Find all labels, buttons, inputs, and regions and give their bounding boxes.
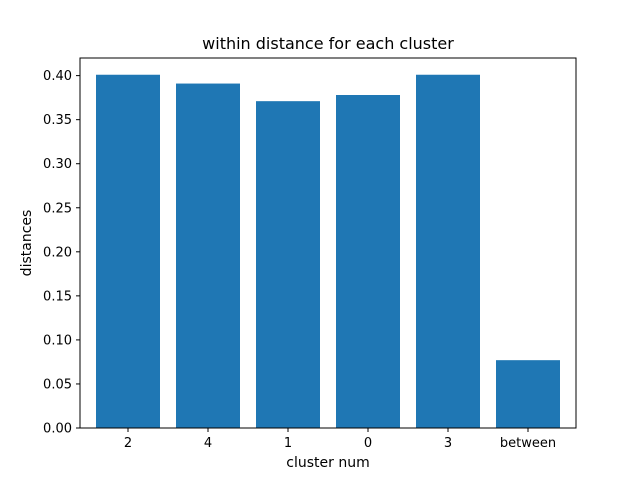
y-tick-label: 0.10 (43, 333, 72, 348)
y-tick-label: 0.40 (43, 69, 72, 84)
y-axis-ticks: 0.00 0.05 0.10 0.15 0.20 0.25 0.30 0.35 0.40 (43, 69, 80, 437)
x-tick-label: 2 (124, 436, 132, 451)
x-axis-label: cluster num (286, 455, 369, 471)
y-axis-label: distances (19, 210, 35, 277)
bar (96, 74, 160, 429)
y-tick-label: 0.15 (43, 289, 72, 304)
x-axis-ticks: 2 4 1 0 3 between (124, 428, 556, 451)
x-tick-label: 4 (204, 436, 212, 451)
x-tick-label: 3 (444, 436, 452, 451)
bar (176, 83, 240, 429)
y-tick-label: 0.30 (43, 157, 72, 172)
y-tick-label: 0.20 (43, 245, 72, 260)
chart-title: within distance for each cluster (202, 34, 454, 53)
x-tick-label: between (500, 436, 556, 451)
y-tick-label: 0.00 (43, 422, 72, 437)
y-tick-label: 0.35 (43, 113, 72, 128)
x-tick-label: 1 (284, 436, 292, 451)
bars-layer (96, 74, 560, 429)
y-tick-label: 0.25 (43, 201, 72, 216)
bar (336, 95, 400, 428)
bar (416, 74, 480, 429)
plot-frame (79, 57, 577, 429)
bar (256, 101, 320, 429)
y-tick-label: 0.05 (43, 377, 72, 392)
bar (496, 360, 560, 428)
x-tick-label: 0 (364, 436, 372, 451)
